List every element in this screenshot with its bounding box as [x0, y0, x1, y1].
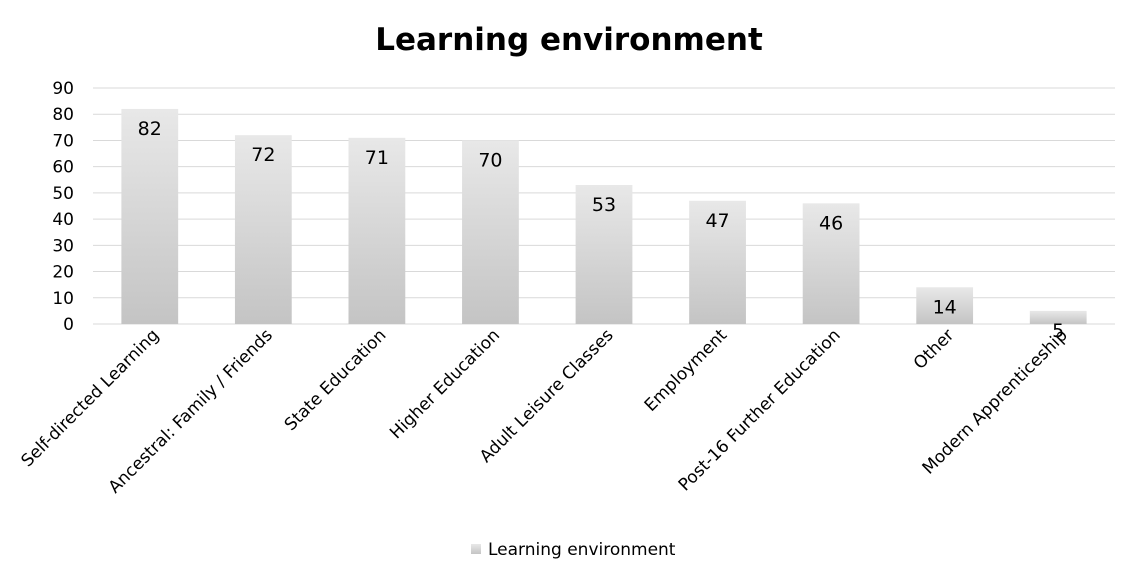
y-axis-tick-labels: 0 10 20 30 40 50 60 70 80 90 — [52, 79, 74, 335]
bar — [916, 287, 974, 324]
y-tick-label: 40 — [52, 210, 74, 230]
data-label: 5 — [1052, 320, 1064, 342]
y-tick-label: 0 — [63, 315, 74, 335]
data-label: 14 — [933, 296, 957, 318]
bar — [1029, 310, 1087, 324]
bar — [575, 185, 633, 324]
y-tick-label: 50 — [52, 184, 74, 204]
bar — [348, 137, 406, 324]
data-label: 72 — [251, 144, 275, 166]
x-category-label: Adult Leisure Classes — [476, 325, 618, 467]
bar — [121, 108, 179, 324]
legend-swatch — [471, 544, 481, 554]
x-category-label: Other — [910, 325, 958, 373]
data-label: 47 — [705, 210, 729, 232]
y-tick-label: 30 — [52, 236, 74, 256]
data-label: 53 — [592, 194, 616, 216]
y-tick-label: 10 — [52, 289, 74, 309]
chart-title: Learning environment — [375, 22, 763, 58]
data-label: 46 — [819, 212, 843, 234]
y-tick-label: 20 — [52, 263, 74, 283]
bar — [462, 140, 519, 324]
x-category-label: State Education — [281, 325, 391, 435]
x-category-label: Higher Education — [386, 325, 504, 443]
bar — [802, 203, 860, 324]
bar — [689, 200, 746, 324]
y-tick-label: 80 — [52, 105, 74, 125]
legend-label: Learning environment — [488, 540, 676, 560]
y-tick-label: 70 — [52, 131, 74, 151]
data-labels: 82 72 71 70 53 47 46 14 5 — [138, 118, 1065, 342]
bar — [234, 135, 292, 324]
y-tick-label: 90 — [52, 79, 74, 99]
data-label: 70 — [478, 149, 502, 171]
y-tick-label: 60 — [52, 158, 74, 178]
bars — [121, 108, 1087, 324]
x-category-label: Employment — [641, 325, 732, 416]
data-label: 71 — [365, 147, 389, 169]
data-label: 82 — [138, 118, 162, 140]
legend: Learning environment — [471, 540, 676, 560]
